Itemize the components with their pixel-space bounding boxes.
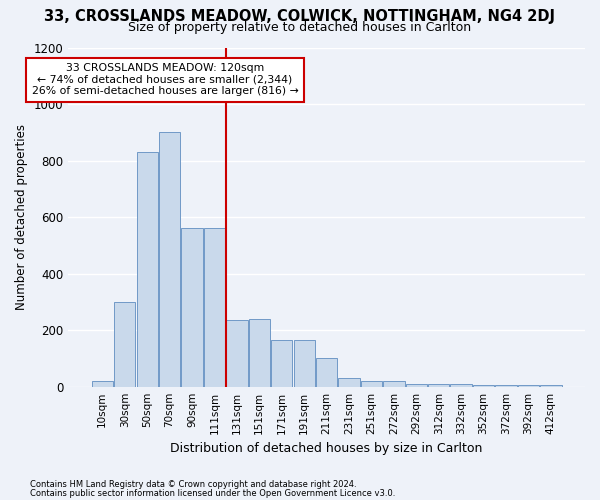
Text: 33 CROSSLANDS MEADOW: 120sqm  
← 74% of detached houses are smaller (2,344)
26% : 33 CROSSLANDS MEADOW: 120sqm ← 74% of de… (32, 63, 298, 96)
Bar (159, 132, 180, 386)
Bar (473, 384, 494, 386)
Bar (316, 358, 337, 386)
Bar (137, 152, 158, 386)
Bar (248, 319, 270, 386)
Text: 33, CROSSLANDS MEADOW, COLWICK, NOTTINGHAM, NG4 2DJ: 33, CROSSLANDS MEADOW, COLWICK, NOTTINGH… (44, 9, 556, 24)
Bar (406, 384, 427, 386)
Bar (428, 384, 449, 386)
Bar (181, 228, 203, 386)
Bar (361, 381, 382, 386)
X-axis label: Distribution of detached houses by size in Carlton: Distribution of detached houses by size … (170, 442, 483, 455)
Bar (338, 378, 359, 386)
Text: Size of property relative to detached houses in Carlton: Size of property relative to detached ho… (128, 21, 472, 34)
Bar (204, 228, 225, 386)
Bar (383, 381, 404, 386)
Bar (451, 384, 472, 386)
Bar (271, 340, 292, 386)
Bar (114, 302, 136, 386)
Bar (293, 340, 315, 386)
Bar (226, 320, 248, 386)
Bar (92, 381, 113, 386)
Y-axis label: Number of detached properties: Number of detached properties (15, 124, 28, 310)
Text: Contains public sector information licensed under the Open Government Licence v3: Contains public sector information licen… (30, 488, 395, 498)
Text: Contains HM Land Registry data © Crown copyright and database right 2024.: Contains HM Land Registry data © Crown c… (30, 480, 356, 489)
